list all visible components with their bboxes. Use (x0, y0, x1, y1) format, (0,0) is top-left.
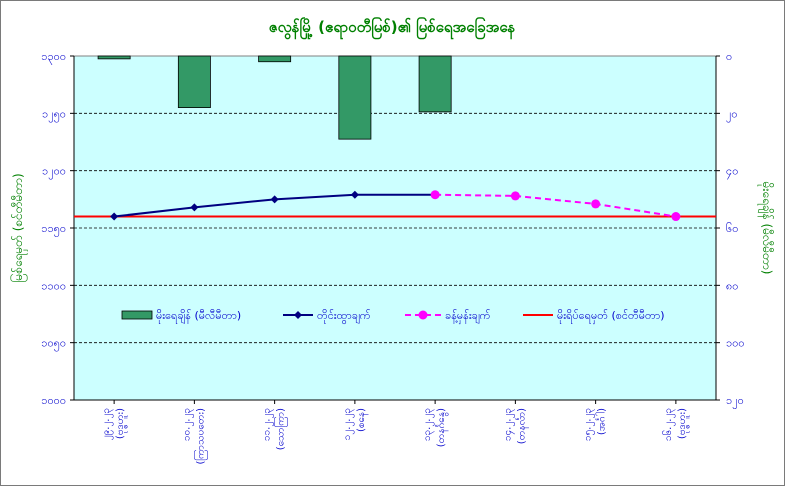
x-tick-label: (တနင်္လာ) (514, 408, 529, 444)
x-tick-label: (ကြာသပတေး) (192, 408, 208, 465)
x-tick-label: ၁၀.၂.၂၃ (181, 408, 194, 441)
rainfall-bar (338, 55, 372, 140)
left-tick-label: ၁၀၀၀ (41, 394, 66, 407)
rainfall-bar (177, 55, 211, 108)
right-tick-label: ၁၂၀ (726, 394, 744, 409)
x-tick-label: (ဗုဒ္ဓဟူး) (115, 408, 128, 439)
legend-label-threshold: မိုးရိပ်ရေမှတ် (စင်တီမီတာ) (557, 309, 665, 324)
x-tick-label: ၁၅.၂.၂၃ (583, 408, 596, 441)
forecast-line (435, 193, 677, 218)
left-tick-label: ၁၁၀၀ (41, 279, 66, 292)
x-tick-label: (စနေ) (356, 408, 369, 432)
forecast-point (430, 190, 440, 200)
forecast-point (510, 191, 520, 201)
chart-title: ဇလွန်မြို့ (ဧရာဝတီမြစ်)၏ မြစ်ရေအခြေအနေ (269, 16, 516, 40)
x-tick-label: ၁၄.၂.၂၃ (502, 408, 515, 441)
right-tick-label: ၄၀ (726, 165, 738, 180)
x-tick-label: ၁၁.၂.၂၃ (262, 408, 275, 441)
rainfall-bar (258, 55, 292, 63)
observed-point (110, 212, 119, 221)
left-tick-label: ၁၂၀၀ (42, 165, 66, 180)
legend-marker-observed (294, 311, 302, 319)
right-tick-label: ၂၀ (726, 107, 738, 122)
legend-marker-forecast (418, 310, 428, 320)
observed-point (350, 190, 359, 199)
right-tick-label: ၁၀၀ (726, 337, 745, 350)
left-tick-label: ၁၀၅၀ (41, 337, 66, 352)
x-tick-label: ၂၉.၂.၂၃ (101, 408, 114, 440)
legend-swatch-rainfall (121, 310, 153, 320)
rainfall-bar (418, 55, 452, 113)
x-tick-label: (တနင်္ဂနွေ) (434, 408, 449, 447)
left-axis-title: မြစ်ရေမှတ် (စင်တီမီတာ) (9, 173, 28, 282)
forecast-point (591, 199, 601, 209)
forecast-point (671, 212, 681, 222)
observed-point (270, 195, 279, 204)
x-tick-label: (အင်္ဂါ) (595, 408, 608, 435)
x-tick-label: (သောကြာ) (273, 408, 289, 450)
x-tick-label: ၁၆.၂.၂၃ (661, 408, 676, 441)
right-tick-label: ၈၀ (726, 279, 738, 292)
x-tick-label: ၁၂.၂.၂၃ (342, 408, 355, 440)
left-tick-label: ၁၁၅၀ (41, 222, 66, 237)
legend-label-observed: တိုင်းထွာချက် (317, 309, 371, 324)
rainfall-bar (97, 55, 131, 60)
right-tick-label: ၀ (726, 50, 732, 63)
x-tick-label: ၁၃.၂.၂၃ (422, 408, 435, 441)
legend-label-rainfall: မိုးရေချိန် (မီလီမီတာ) (156, 309, 241, 324)
x-tick-label: (ဗုဒ္ဓဟူး) (677, 408, 690, 439)
left-tick-label: ၁၃၀၀ (41, 50, 66, 65)
legend-label-forecast: ခန့်မှန်းချက် (445, 309, 491, 324)
right-axis-title: မိုးရေချိန် (မီလီမီတာ) (757, 182, 775, 275)
observed-point (190, 203, 199, 212)
left-tick-label: ၁၂၅၀ (42, 107, 66, 122)
right-tick-label: ၆၀ (726, 222, 738, 235)
